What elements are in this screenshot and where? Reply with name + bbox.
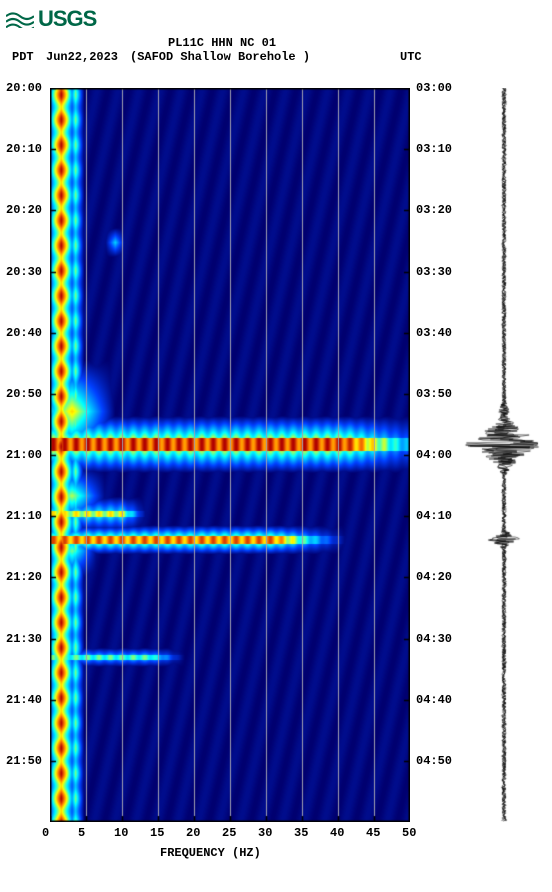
x-axis-label: FREQUENCY (HZ) — [160, 846, 261, 860]
right-time-tick: 04:00 — [416, 448, 452, 462]
left-time-tick: 21:30 — [6, 632, 42, 646]
left-time-tick: 21:10 — [6, 509, 42, 523]
right-time-tick: 03:00 — [416, 81, 452, 95]
right-time-tick: 04:40 — [416, 693, 452, 707]
left-time-tick: 20:00 — [6, 81, 42, 95]
left-time-tick: 20:50 — [6, 387, 42, 401]
spectrogram-plot — [50, 88, 410, 822]
left-time-tick: 20:20 — [6, 203, 42, 217]
date-label: Jun22,2023 — [46, 50, 118, 64]
right-time-tick: 03:30 — [416, 265, 452, 279]
right-time-tick: 04:10 — [416, 509, 452, 523]
right-time-tick: 03:10 — [416, 142, 452, 156]
freq-tick: 0 — [42, 826, 49, 840]
left-time-tick: 21:20 — [6, 570, 42, 584]
left-time-tick: 20:40 — [6, 326, 42, 340]
site-name: (SAFOD Shallow Borehole ) — [130, 50, 310, 64]
freq-tick: 25 — [222, 826, 236, 840]
left-time-tick: 21:50 — [6, 754, 42, 768]
left-time-tick: 20:30 — [6, 265, 42, 279]
right-time-tick: 03:20 — [416, 203, 452, 217]
freq-tick: 5 — [78, 826, 85, 840]
left-time-tick: 21:40 — [6, 693, 42, 707]
wave-icon — [6, 10, 34, 28]
freq-tick: 20 — [186, 826, 200, 840]
right-time-tick: 03:50 — [416, 387, 452, 401]
right-time-tick: 03:40 — [416, 326, 452, 340]
left-time-tick: 20:10 — [6, 142, 42, 156]
right-time-tick: 04:50 — [416, 754, 452, 768]
seismogram-trace — [462, 88, 546, 822]
freq-tick: 30 — [258, 826, 272, 840]
usgs-logo: USGS — [6, 6, 96, 32]
freq-tick: 45 — [366, 826, 380, 840]
left-timezone-label: PDT — [12, 50, 34, 64]
freq-tick: 10 — [114, 826, 128, 840]
right-time-tick: 04:20 — [416, 570, 452, 584]
station-code: PL11C HHN NC 01 — [168, 36, 276, 50]
freq-tick: 15 — [150, 826, 164, 840]
freq-tick: 35 — [294, 826, 308, 840]
usgs-spectrogram-page: { "logo": { "text": "USGS" }, "header": … — [0, 0, 552, 892]
freq-tick: 40 — [330, 826, 344, 840]
right-timezone-label: UTC — [400, 50, 422, 64]
left-time-tick: 21:00 — [6, 448, 42, 462]
freq-tick: 50 — [402, 826, 416, 840]
usgs-logo-text: USGS — [38, 6, 96, 32]
right-time-tick: 04:30 — [416, 632, 452, 646]
